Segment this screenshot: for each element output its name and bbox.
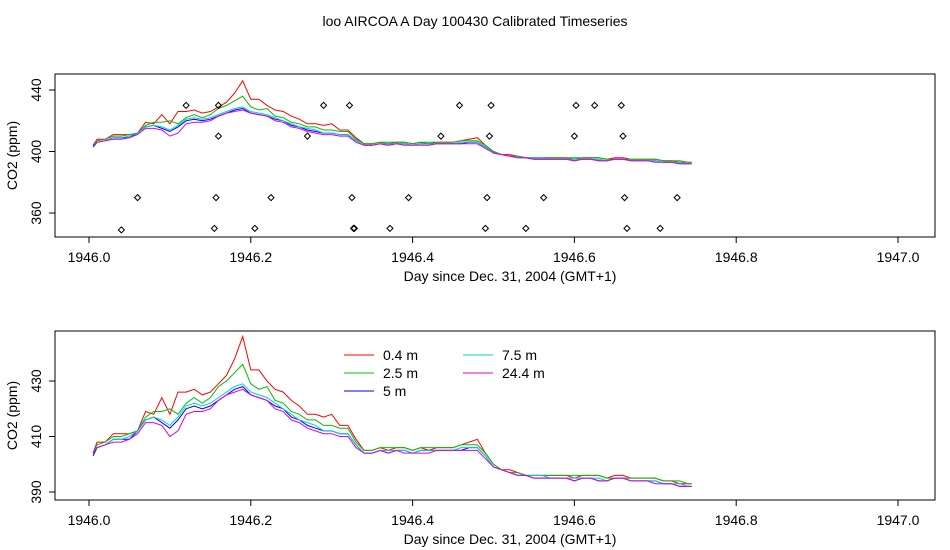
data-point	[319, 101, 328, 110]
x-tick-label: 1947.0	[877, 512, 920, 528]
data-point	[623, 224, 631, 233]
y-tick-label: 430	[28, 369, 44, 393]
data-point	[348, 193, 356, 202]
y-axis: 360 400 440	[28, 78, 55, 225]
y-tick-label: 390	[28, 480, 44, 504]
data-point	[481, 224, 490, 233]
series-line	[92, 109, 692, 165]
x-axis-label: Day since Dec. 31, 2004 (GMT+1)	[404, 268, 617, 284]
x-tick-label: 1946.4	[391, 512, 434, 528]
x-tick-label: 1946.6	[553, 512, 596, 528]
panel-top: 1946.0 1946.2 1946.4 1946.6 1946.8 1947.0 Day …	[4, 73, 936, 284]
points-group	[117, 101, 681, 234]
data-point	[483, 193, 491, 202]
series-line	[92, 106, 692, 165]
x-tick-label: 1946.8	[715, 249, 758, 265]
data-point	[214, 101, 223, 110]
data-point	[212, 193, 220, 202]
plot-frame	[54, 73, 936, 238]
data-point	[437, 132, 445, 140]
panel-bottom: 1946.0 1946.2 1946.4 1946.6 1946.8 1947.0 Day …	[4, 330, 936, 547]
data-point	[349, 224, 358, 233]
x-axis-label: Day since Dec. 31, 2004 (GMT+1)	[404, 531, 617, 547]
legend-item: 2.5 m	[344, 365, 418, 381]
x-axis: 1946.0 1946.2 1946.4 1946.6 1946.8 1947.0	[68, 500, 920, 528]
data-point	[267, 193, 275, 202]
legend-label: 2.5 m	[383, 365, 418, 381]
x-tick-label: 1946.8	[715, 512, 758, 528]
y-tick-label: 410	[28, 425, 44, 449]
data-point	[386, 224, 394, 233]
data-point	[182, 101, 190, 110]
data-point	[572, 101, 580, 110]
y-tick-label: 400	[28, 140, 44, 164]
series-line-2-5-m	[92, 363, 692, 485]
data-point	[487, 101, 495, 110]
x-tick-label: 1946.0	[68, 249, 111, 265]
data-point	[117, 226, 126, 234]
series-line	[92, 95, 692, 163]
series-line-5-m	[92, 386, 692, 487]
data-point	[404, 193, 413, 202]
legend-label: 7.5 m	[502, 347, 537, 363]
y-tick-label: 440	[28, 78, 44, 102]
data-point	[539, 193, 548, 202]
legend-item: 0.4 m	[344, 347, 418, 363]
data-point	[345, 101, 354, 110]
data-point	[673, 193, 681, 202]
data-point	[303, 132, 312, 140]
data-point	[485, 132, 494, 140]
y-axis-label: CO2 (ppm)	[4, 121, 20, 190]
legend-item: 24.4 m	[463, 365, 545, 381]
series-line-24-4-m	[92, 388, 692, 487]
y-tick-label: 360	[28, 201, 44, 225]
series-group	[92, 79, 692, 165]
data-point	[455, 101, 464, 110]
series-line	[92, 107, 692, 165]
data-point	[656, 224, 664, 233]
data-point	[350, 224, 359, 233]
legend-item: 5 m	[344, 383, 406, 399]
data-point	[133, 193, 142, 202]
legend: 0.4 m 2.5 m 5 m 7.5 m 24.4 m	[344, 347, 545, 399]
y-axis: 390 410 430	[28, 369, 55, 504]
data-point	[620, 193, 629, 202]
data-point	[590, 101, 599, 110]
data-point	[251, 224, 259, 233]
x-tick-label: 1946.2	[229, 249, 272, 265]
data-point	[570, 132, 579, 140]
data-point	[214, 132, 223, 140]
data-point	[522, 224, 530, 233]
x-tick-label: 1947.0	[877, 249, 920, 265]
legend-label: 5 m	[383, 383, 406, 399]
series-line-7-5-m	[92, 383, 692, 487]
figure-title: loo AIRCOA A Day 100430 Calibrated Times…	[322, 13, 627, 29]
x-tick-label: 1946.4	[391, 249, 434, 265]
data-point	[210, 224, 219, 233]
legend-label: 24.4 m	[502, 365, 545, 381]
data-point	[619, 132, 627, 140]
legend-item: 7.5 m	[463, 347, 537, 363]
plot-frame	[54, 330, 936, 501]
data-point	[617, 101, 626, 110]
legend-label: 0.4 m	[383, 347, 418, 363]
x-tick-label: 1946.2	[229, 512, 272, 528]
x-tick-label: 1946.6	[553, 249, 596, 265]
x-tick-label: 1946.0	[68, 512, 111, 528]
x-axis: 1946.0 1946.2 1946.4 1946.6 1946.8 1947.0	[68, 237, 920, 265]
series-group	[92, 334, 692, 487]
y-axis-label: CO2 (ppm)	[4, 381, 20, 450]
